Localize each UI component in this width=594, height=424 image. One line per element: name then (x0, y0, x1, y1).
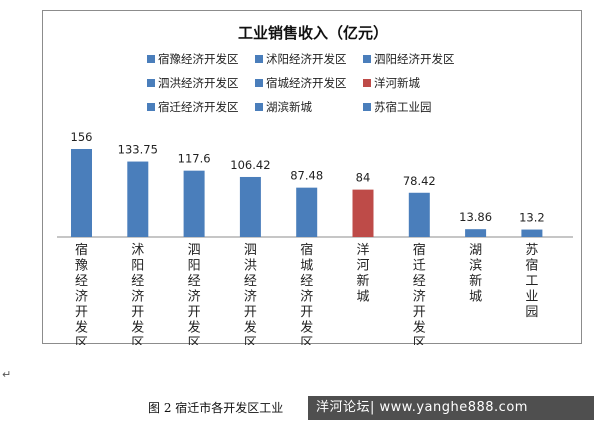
bar (127, 161, 149, 237)
bar (352, 189, 374, 237)
bar (408, 192, 430, 237)
data-label: 13.2 (519, 211, 545, 225)
chart-frame: 工业销售收入（亿元） 宿豫经济开发区 沭阳经济开发区 泗阳经济开发区 泗洪经济开发区宿… (42, 10, 582, 345)
legend-swatch (255, 79, 263, 87)
legend-entry: 宿迁经济开发区 (158, 100, 239, 114)
legend-swatch (147, 79, 155, 87)
category-label: 宿迁经济开发区 (413, 242, 426, 345)
bars (71, 149, 543, 237)
paragraph-mark: ↵ (2, 368, 12, 381)
category-label: 沭阳经济开发区 (131, 243, 144, 345)
category-label: 泗阳经济开发区 (188, 243, 201, 345)
bar (465, 229, 487, 237)
data-label: 13.86 (459, 210, 492, 224)
legend-entry: 宿城经济开发区 (266, 76, 347, 90)
legend-swatch (147, 55, 155, 63)
category-label: 洋河新城 (356, 243, 369, 305)
category-label: 泗洪经济开发区 (244, 243, 257, 345)
legend-entry: 沭阳经济开发区 (266, 52, 347, 66)
bar (239, 176, 261, 237)
legend-swatch (363, 55, 371, 63)
legend-swatch (363, 103, 371, 111)
data-label: 78.42 (403, 174, 436, 188)
bar (71, 149, 92, 237)
legend-entry: 苏宿工业园 (374, 100, 432, 114)
category-labels: 宿豫经济开发区 沭阳经济开发区 泗阳经济开发区 泗洪经济开发区 宿城经济开发区 洋河新城 宿… (75, 242, 538, 345)
value-labels: 156 133.75 117.6 106.42 87.48 84 78.42 13.86 13.… (71, 130, 545, 225)
legend-entry: 洋河新城 (374, 76, 420, 90)
category-label: 宿城经济开发区 (300, 242, 313, 345)
chart-title: 工业销售收入（亿元） (238, 24, 388, 42)
data-label: 106.42 (230, 158, 270, 172)
legend-entry: 泗洪经济开发区 (158, 76, 239, 90)
data-label: 133.75 (118, 143, 158, 157)
data-label: 87.48 (290, 169, 323, 183)
bar (296, 187, 318, 237)
data-label: 117.6 (178, 152, 211, 166)
data-label: 156 (71, 130, 93, 144)
watermark-banner: 洋河论坛| www.yanghe888.com (308, 396, 594, 420)
category-label: 宿豫经济开发区 (75, 242, 88, 345)
figure-caption: 图 2 宿迁市各开发区工业 (148, 401, 284, 415)
data-label: 84 (356, 171, 371, 185)
legend-entry: 湖滨新城 (266, 100, 312, 114)
category-label: 湖滨新城 (469, 243, 482, 305)
bar (183, 170, 205, 237)
bar-chart: 工业销售收入（亿元） 宿豫经济开发区 沭阳经济开发区 泗阳经济开发区泗洪经济开发区宿… (57, 24, 573, 345)
category-label: 苏宿工业园 (525, 242, 538, 320)
legend-entry: 宿豫经济开发区 (158, 52, 239, 66)
bar (521, 229, 543, 237)
legend-swatch (255, 55, 263, 63)
legend-swatch (255, 103, 263, 111)
legend-swatch (147, 103, 155, 111)
legend-entry: 泗阳经济开发区 (374, 52, 455, 66)
legend-swatch (363, 79, 371, 87)
